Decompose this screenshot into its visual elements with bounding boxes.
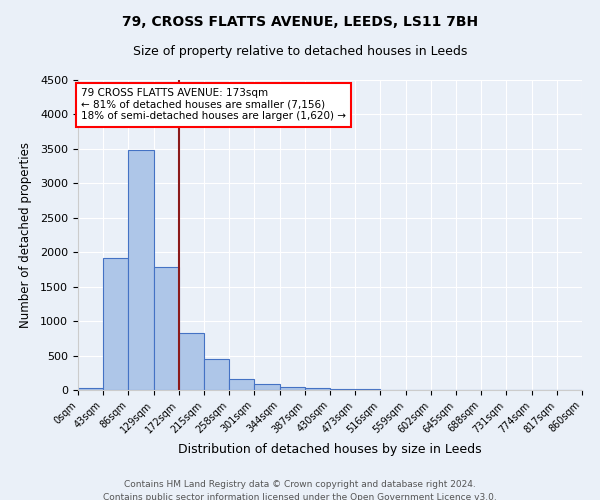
Bar (204, 359, 229, 390)
Bar (305, 388, 330, 390)
Text: Size of property relative to detached houses in Leeds: Size of property relative to detached ho… (133, 45, 467, 58)
X-axis label: Distribution of detached houses by size in Leeds: Distribution of detached houses by size … (178, 443, 482, 456)
Bar (254, 384, 280, 390)
Bar (179, 333, 204, 390)
Y-axis label: Number of detached properties: Number of detached properties (19, 142, 32, 328)
Bar (280, 386, 305, 390)
Bar (78, 388, 103, 390)
Text: Contains HM Land Registry data © Crown copyright and database right 2024.: Contains HM Land Registry data © Crown c… (124, 480, 476, 489)
Bar (128, 150, 154, 390)
Bar (330, 388, 355, 390)
Bar (229, 380, 254, 390)
Text: 79 CROSS FLATTS AVENUE: 173sqm
← 81% of detached houses are smaller (7,156)
18% : 79 CROSS FLATTS AVENUE: 173sqm ← 81% of … (81, 88, 346, 122)
Bar (103, 258, 128, 390)
Text: Contains public sector information licensed under the Open Government Licence v3: Contains public sector information licen… (103, 492, 497, 500)
Bar (154, 268, 179, 390)
Text: 79, CROSS FLATTS AVENUE, LEEDS, LS11 7BH: 79, CROSS FLATTS AVENUE, LEEDS, LS11 7BH (122, 15, 478, 29)
